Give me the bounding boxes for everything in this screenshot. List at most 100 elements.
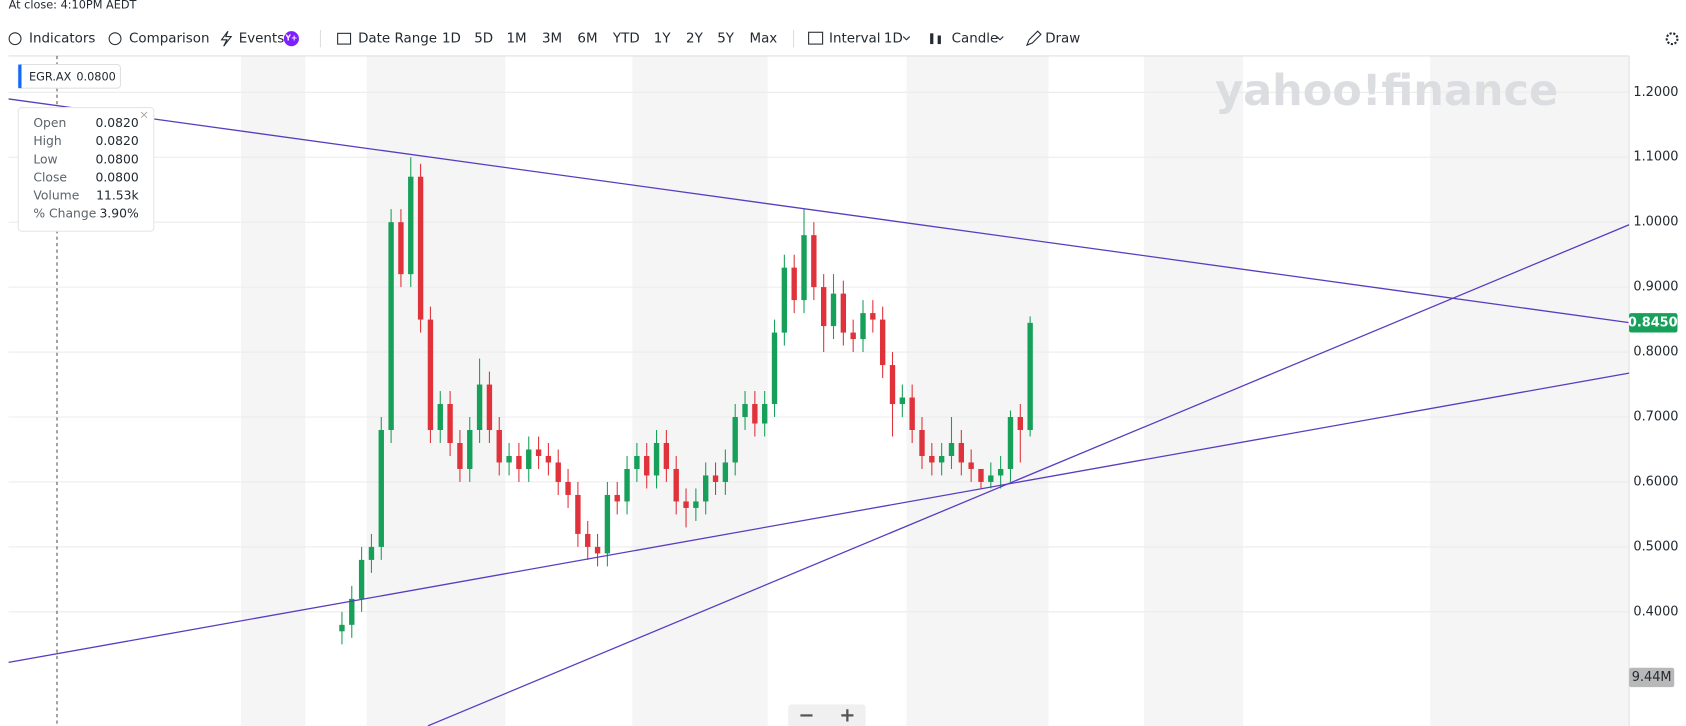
interval-value[interactable]: 1D [884, 32, 903, 47]
candle-body [791, 267, 797, 301]
range-button[interactable]: 1M [506, 32, 526, 47]
grid [8, 91, 1630, 613]
candle-body [358, 559, 365, 599]
candle-body [732, 417, 738, 463]
draw-button[interactable]: Draw [1045, 32, 1080, 47]
candle-body [408, 176, 414, 275]
candle-body [1017, 417, 1023, 431]
chevron [996, 36, 1004, 41]
candle-body [771, 332, 778, 405]
y-tick-label: 0.8000 [1633, 345, 1678, 360]
range-button[interactable]: 2Y [686, 32, 704, 47]
band [906, 55, 1049, 726]
candle-body [368, 546, 375, 560]
tooltip-close[interactable]: × [139, 108, 149, 122]
range-button[interactable]: 5D [474, 32, 493, 47]
band [240, 55, 306, 726]
candle-body [801, 235, 807, 301]
candle-body [870, 313, 876, 320]
settings-button[interactable] [1665, 32, 1679, 46]
icon [220, 30, 233, 47]
events-badge: Y+ [285, 34, 298, 43]
candle-body [919, 430, 925, 456]
y-tick-label: 1.2000 [1633, 85, 1678, 100]
candle-body [929, 455, 935, 463]
candle-body [349, 598, 355, 625]
range-button[interactable]: 5Y [717, 32, 735, 47]
candle-body [575, 494, 581, 534]
chevron [902, 36, 911, 41]
legend: EGR.AX 0.0800 [17, 63, 121, 89]
candle-body [712, 475, 719, 482]
legend-marker [18, 64, 22, 89]
zoom-in[interactable]: + [839, 704, 855, 726]
icon [108, 32, 122, 46]
zoom-out[interactable]: − [798, 704, 814, 726]
range-button[interactable]: Max [749, 32, 777, 47]
candle-body [604, 494, 611, 554]
range-button[interactable]: 1D [442, 32, 461, 47]
candle-body [467, 430, 473, 469]
chart-style-button[interactable]: Candle [952, 32, 999, 47]
candle-body [752, 404, 758, 424]
candle-body [820, 287, 827, 327]
tooltip-value: 0.0820 [95, 116, 138, 130]
candle-body [378, 430, 384, 547]
candle-body [840, 293, 847, 333]
candle-body [850, 332, 856, 340]
candle-body [830, 293, 837, 327]
volume-label: 9.44M [1632, 670, 1672, 685]
candle-body [673, 468, 679, 502]
y-axis: 0.4000 0.5000 0.6000 0.7000 0.8000 0.9000 1.00… [1628, 85, 1678, 688]
indicators-button[interactable]: Indicators [29, 32, 95, 47]
y-tick-label: 0.4000 [1633, 604, 1678, 619]
y-tick-label: 1.0000 [1633, 215, 1678, 230]
trend-line [8, 372, 1630, 664]
candle-body [1027, 322, 1033, 431]
events-button[interactable]: Events [239, 32, 285, 47]
y-tick-label: 0.6000 [1633, 474, 1678, 489]
candle-body [634, 455, 640, 469]
y-tick-label: 0.5000 [1633, 539, 1678, 554]
candle-body [526, 449, 532, 469]
legend-value: 0.0800 [76, 70, 115, 83]
candle-body [693, 501, 699, 508]
candle-body [663, 442, 670, 469]
legend-symbol: EGR.AX [29, 70, 72, 83]
band [632, 55, 768, 726]
candle-body [614, 494, 620, 502]
candle-body [594, 546, 601, 554]
range-button[interactable]: 3M [542, 32, 562, 47]
candle-body [683, 501, 689, 508]
candle-body [860, 313, 866, 340]
candle-body [388, 222, 394, 431]
tooltip-label: Volume [33, 188, 79, 202]
candle-body [585, 533, 591, 547]
band [1144, 55, 1244, 726]
candle-body [879, 319, 886, 366]
candle-body [398, 222, 404, 275]
tooltip: × Open 0.0820 High 0.0820 Low 0.0800 Close 0.08… [17, 106, 155, 232]
candle-body [703, 475, 709, 502]
last-price-label: 0.8450 [1628, 315, 1678, 330]
tooltip-label: Open [33, 116, 66, 130]
icon [337, 32, 352, 45]
icon [930, 33, 934, 45]
range-button[interactable]: 1Y [654, 32, 672, 47]
candle-body [948, 442, 955, 456]
tooltip-value: 11.53k [96, 188, 139, 202]
interval-button[interactable]: Interval [829, 32, 880, 47]
icon [808, 31, 824, 45]
candle-body [496, 430, 502, 463]
candles [339, 157, 1033, 645]
tooltip-value: 0.0800 [95, 152, 138, 166]
candle-body [1007, 417, 1014, 469]
date-range-button[interactable]: Date Range [358, 32, 437, 47]
comparison-button[interactable]: Comparison [129, 32, 209, 47]
range-button[interactable]: 6M [577, 32, 597, 47]
candle-body [427, 319, 434, 431]
range-button[interactable]: YTD [612, 32, 640, 47]
candle-body [722, 462, 729, 482]
